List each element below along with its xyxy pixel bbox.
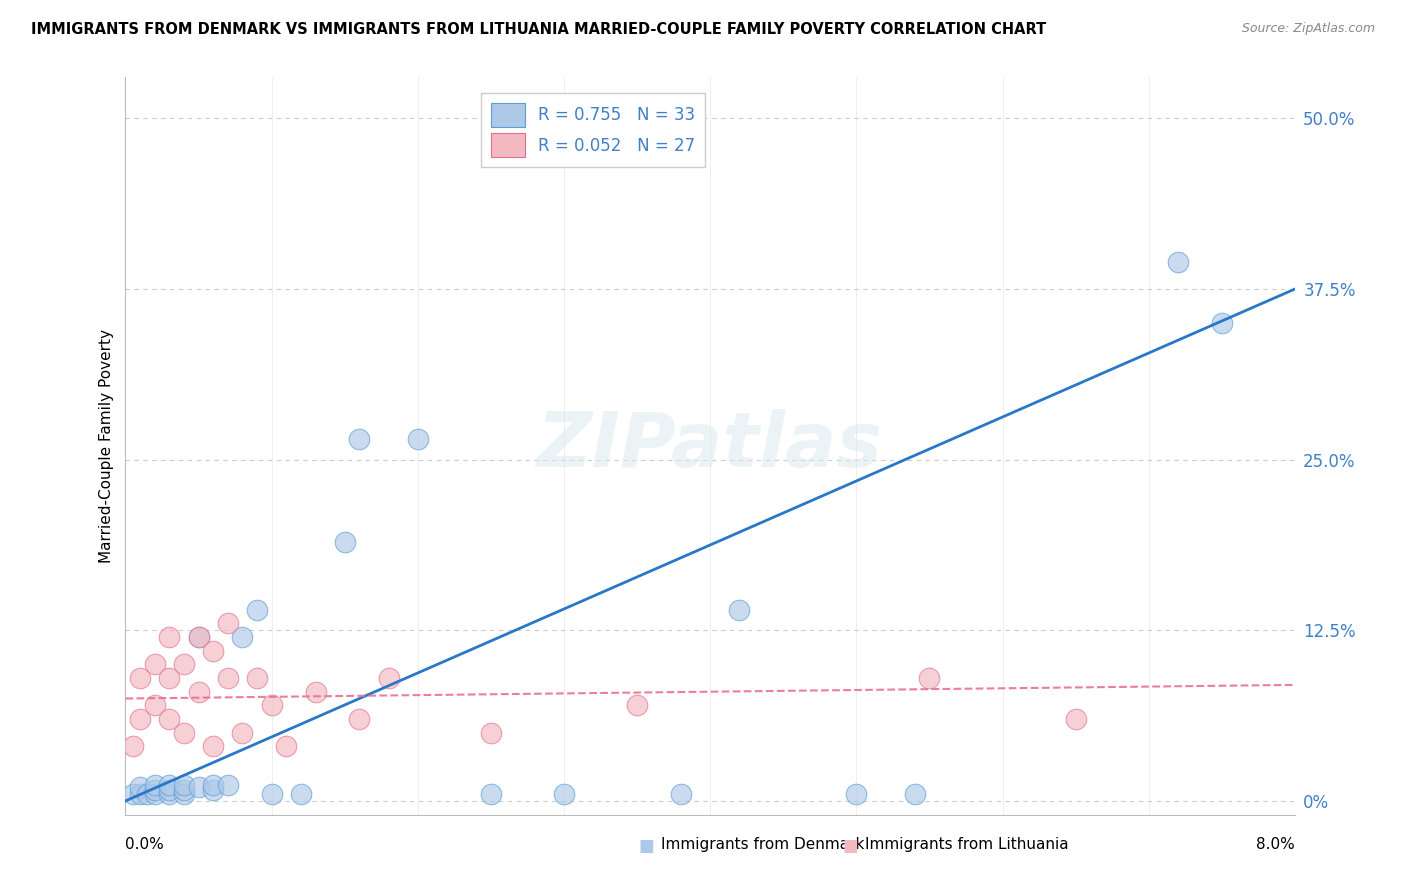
Text: ■: ■ — [638, 837, 654, 855]
Point — [918, 671, 941, 685]
Point — [187, 780, 209, 795]
Point — [1064, 712, 1087, 726]
Point — [260, 698, 283, 713]
Point — [157, 671, 180, 685]
Point — [173, 657, 195, 672]
Point — [157, 778, 180, 792]
Point — [231, 630, 253, 644]
Point — [157, 783, 180, 797]
Point — [349, 712, 371, 726]
Point — [143, 657, 166, 672]
Point — [728, 603, 751, 617]
Point — [406, 432, 429, 446]
Point — [231, 725, 253, 739]
Point — [333, 534, 356, 549]
Point — [260, 787, 283, 801]
Text: Immigrants from Denmark: Immigrants from Denmark — [661, 837, 865, 852]
Point — [217, 778, 239, 792]
Point — [217, 616, 239, 631]
Point — [129, 671, 152, 685]
Point — [276, 739, 298, 754]
Point — [845, 787, 868, 801]
Point — [173, 778, 195, 792]
Point — [202, 644, 225, 658]
Point — [129, 712, 152, 726]
Point — [143, 783, 166, 797]
Text: ZIPatlas: ZIPatlas — [537, 409, 883, 483]
Point — [904, 787, 927, 801]
Point — [173, 787, 195, 801]
Y-axis label: Married-Couple Family Poverty: Married-Couple Family Poverty — [100, 329, 114, 563]
Point — [553, 787, 575, 801]
Text: Source: ZipAtlas.com: Source: ZipAtlas.com — [1241, 22, 1375, 36]
Point — [246, 671, 269, 685]
Point — [479, 787, 502, 801]
Point — [157, 630, 180, 644]
Point — [246, 603, 269, 617]
Point — [129, 780, 152, 795]
Point — [173, 783, 195, 797]
Point — [187, 630, 209, 644]
Legend: R = 0.755   N = 33, R = 0.052   N = 27: R = 0.755 N = 33, R = 0.052 N = 27 — [481, 93, 706, 167]
Text: Immigrants from Lithuania: Immigrants from Lithuania — [865, 837, 1069, 852]
Point — [290, 787, 312, 801]
Point — [1211, 316, 1233, 330]
Point — [143, 778, 166, 792]
Point — [377, 671, 399, 685]
Point — [202, 778, 225, 792]
Text: ■: ■ — [842, 837, 858, 855]
Point — [173, 725, 195, 739]
Point — [626, 698, 648, 713]
Point — [129, 787, 152, 801]
Point — [143, 787, 166, 801]
Point — [143, 698, 166, 713]
Point — [121, 787, 143, 801]
Point — [217, 671, 239, 685]
Point — [669, 787, 692, 801]
Point — [187, 630, 209, 644]
Point — [349, 432, 371, 446]
Point — [136, 787, 159, 801]
Point — [479, 725, 502, 739]
Point — [202, 739, 225, 754]
Text: 8.0%: 8.0% — [1256, 837, 1295, 852]
Point — [1167, 254, 1189, 268]
Point — [187, 684, 209, 698]
Point — [202, 783, 225, 797]
Text: 0.0%: 0.0% — [125, 837, 165, 852]
Point — [157, 712, 180, 726]
Text: IMMIGRANTS FROM DENMARK VS IMMIGRANTS FROM LITHUANIA MARRIED-COUPLE FAMILY POVER: IMMIGRANTS FROM DENMARK VS IMMIGRANTS FR… — [31, 22, 1046, 37]
Point — [157, 787, 180, 801]
Point — [304, 684, 326, 698]
Point — [121, 739, 143, 754]
